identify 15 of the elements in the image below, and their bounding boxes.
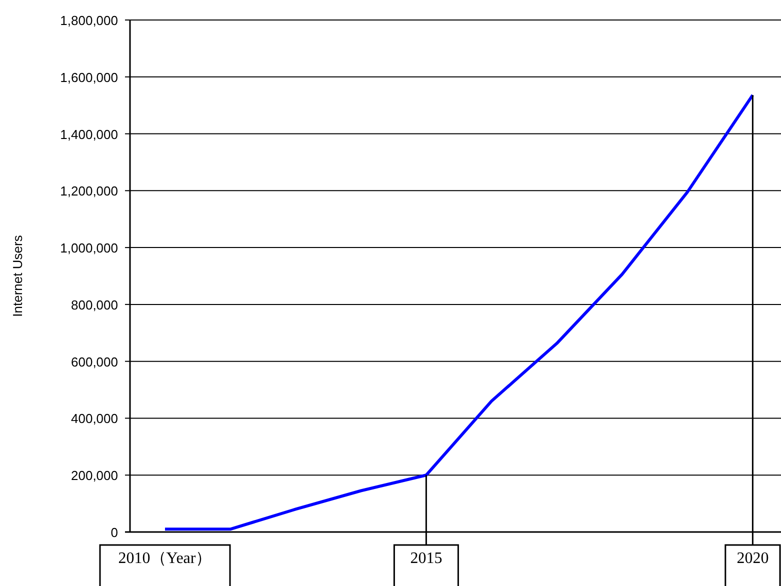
- y-tick-label: 600,000: [71, 354, 118, 370]
- x-tick-label: 2015: [410, 550, 442, 567]
- line-series: [164, 94, 754, 531]
- y-tick-label: 800,000: [71, 297, 118, 312]
- y-tick-label: 1,000,000: [60, 240, 118, 256]
- y-tick-label: 0: [110, 525, 118, 540]
- y-tick-label: 1,600,000: [60, 70, 118, 85]
- y-tick-label: 200,000: [71, 468, 118, 484]
- y-tick-label: 1,400,000: [60, 126, 118, 142]
- y-tick-label: 400,000: [71, 411, 118, 426]
- y-tick-label: 1,800,000: [60, 13, 118, 28]
- x-tick-label: 2020: [736, 550, 769, 567]
- y-axis-title: Internet Users: [10, 234, 25, 317]
- x-tick-label: 2010（Year）: [118, 550, 212, 567]
- y-tick-label: 1,200,000: [60, 184, 118, 199]
